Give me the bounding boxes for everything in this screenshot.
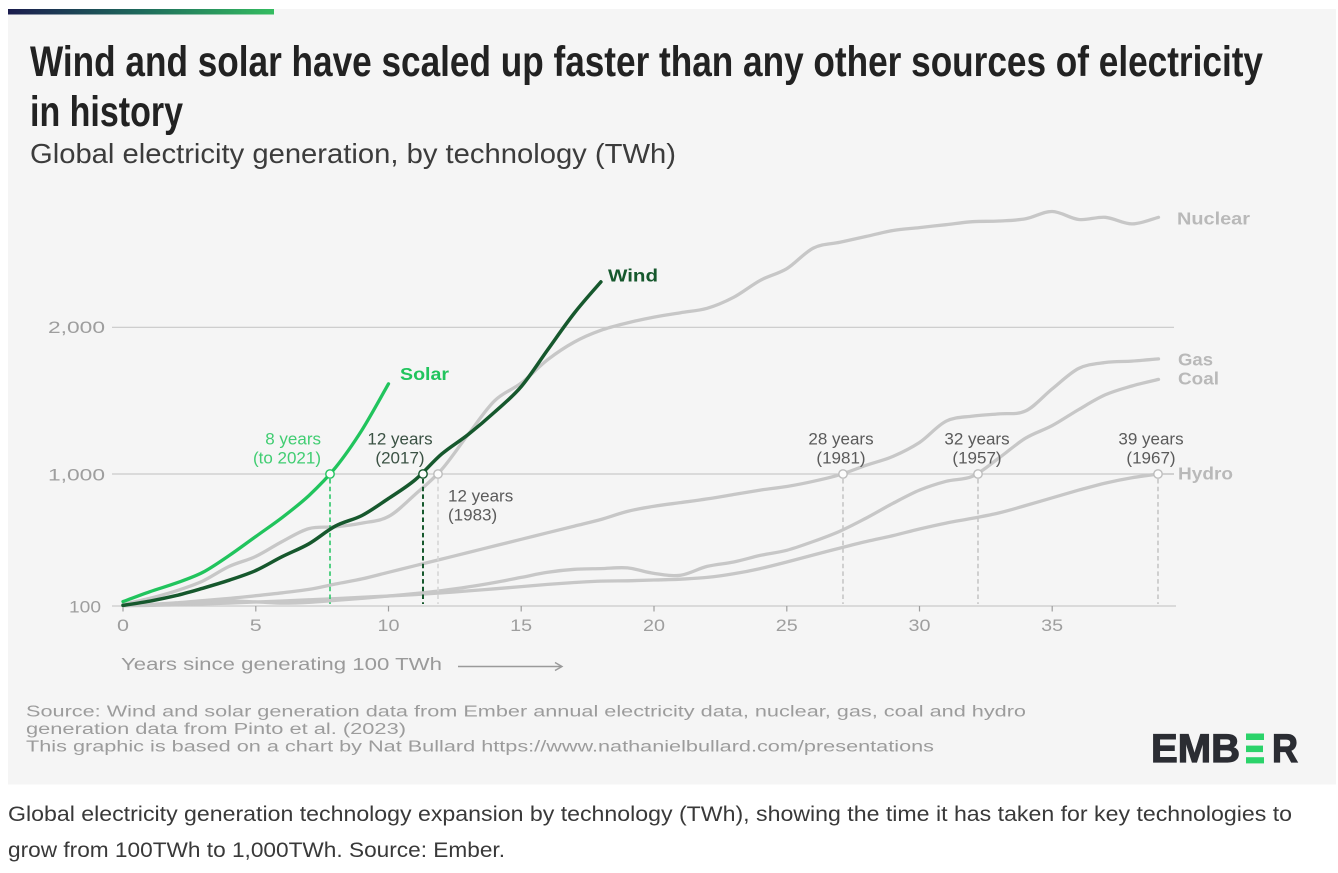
svg-text:Wind: Wind (608, 266, 658, 286)
svg-text:(1981): (1981) (816, 449, 865, 468)
svg-text:Years since generating 100 TWh: Years since generating 100 TWh (121, 654, 442, 674)
svg-text:(1983): (1983) (448, 506, 497, 525)
svg-text:12 years: 12 years (448, 487, 513, 506)
svg-text:(to 2021): (to 2021) (253, 449, 321, 468)
svg-text:EMB: EMB (1151, 727, 1240, 771)
svg-text:25: 25 (776, 616, 798, 635)
svg-text:Solar: Solar (400, 364, 449, 384)
svg-text:30: 30 (909, 616, 931, 635)
svg-text:12 years: 12 years (367, 430, 432, 449)
svg-text:1,000: 1,000 (48, 465, 105, 484)
svg-text:Nuclear: Nuclear (1177, 209, 1250, 229)
svg-text:28 years: 28 years (808, 430, 873, 449)
svg-text:grow from 100TWh to 1,000TWh.: grow from 100TWh to 1,000TWh. Source: Em… (8, 838, 505, 862)
svg-text:Global electricity generation: Global electricity generation technology… (8, 802, 1292, 826)
svg-text:32 years: 32 years (944, 430, 1009, 449)
svg-text:2,000: 2,000 (48, 318, 105, 337)
svg-text:8 years: 8 years (265, 430, 321, 449)
svg-text:Gas: Gas (1178, 350, 1213, 370)
svg-text:(1957): (1957) (952, 449, 1001, 468)
svg-text:15: 15 (510, 616, 532, 635)
svg-text:R: R (1272, 727, 1298, 771)
svg-text:5: 5 (250, 616, 262, 635)
svg-text:Source: Wind and solar generat: Source: Wind and solar generation data f… (26, 703, 1026, 720)
svg-text:This graphic is based on a cha: This graphic is based on a chart by Nat … (26, 738, 934, 755)
svg-text:(1967): (1967) (1126, 449, 1175, 468)
svg-text:100: 100 (69, 597, 101, 616)
svg-text:10: 10 (378, 616, 400, 635)
svg-text:0: 0 (117, 616, 129, 635)
svg-text:in history: in history (30, 89, 183, 136)
svg-text:(2017): (2017) (375, 449, 424, 468)
svg-text:generation data from Pinto et: generation data from Pinto et al. (2023) (26, 721, 406, 738)
svg-text:Coal: Coal (1178, 369, 1219, 389)
svg-text:39 years: 39 years (1118, 430, 1183, 449)
svg-text:Global electricity generation,: Global electricity generation, by techno… (30, 138, 676, 169)
svg-text:Hydro: Hydro (1178, 464, 1233, 484)
svg-text:35: 35 (1041, 616, 1063, 635)
svg-text:Wind and solar have scaled up: Wind and solar have scaled up faster tha… (30, 39, 1263, 86)
svg-text:20: 20 (643, 616, 665, 635)
